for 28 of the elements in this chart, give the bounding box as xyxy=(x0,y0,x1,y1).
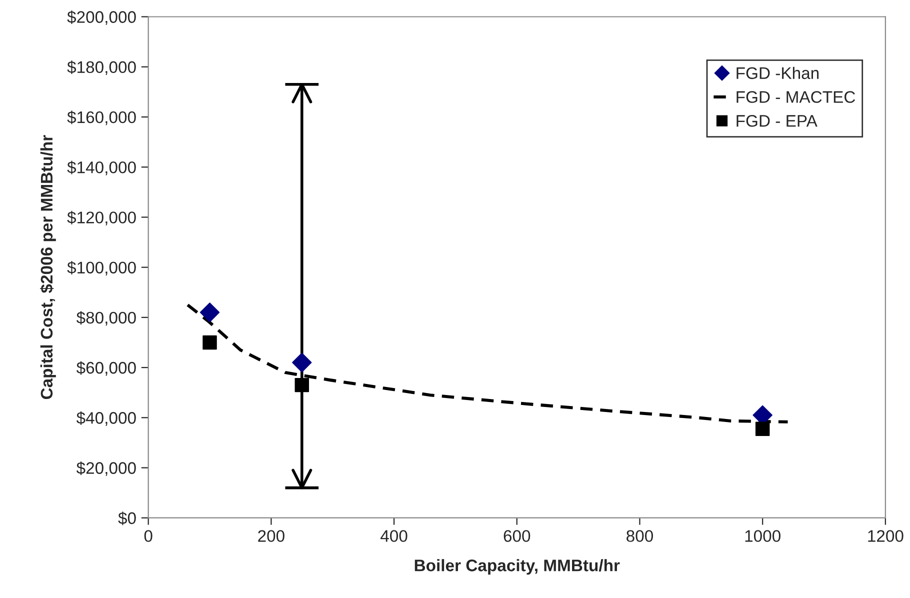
y-tick-label: $200,000 xyxy=(67,10,136,25)
point xyxy=(292,352,312,372)
y-tick-label: $100,000 xyxy=(67,261,136,276)
point xyxy=(200,302,220,322)
y-tick-label: $20,000 xyxy=(76,461,136,476)
y-tick-label: $40,000 xyxy=(76,411,136,426)
x-tick-label: 600 xyxy=(504,530,530,542)
legend-label: FGD - MACTEC xyxy=(736,91,856,103)
y-tick-label: $60,000 xyxy=(76,361,136,376)
y-tick-label: $120,000 xyxy=(67,210,136,226)
x-axis-title: Boiler Capacity, MMBtu/hr xyxy=(414,559,620,575)
x-tick-label: 0 xyxy=(144,530,152,542)
legend-label: FGD - EPA xyxy=(736,115,818,127)
x-tick-label: 200 xyxy=(258,530,284,542)
y-axis-title: Capital Cost, $2006 per MMBtu/hr xyxy=(40,135,56,400)
point xyxy=(755,422,770,436)
y-tick-label: $180,000 xyxy=(67,60,136,76)
x-tick-label: 400 xyxy=(380,530,408,542)
y-tick-label: $160,000 xyxy=(67,110,136,126)
x-tick-label: 1200 xyxy=(868,530,904,542)
y-tick-label: $140,000 xyxy=(67,160,136,176)
point xyxy=(294,378,310,392)
y-tick-label: $0 xyxy=(118,512,136,526)
point xyxy=(202,335,217,350)
y-tick-label: $80,000 xyxy=(76,311,136,326)
x-tick-label: 1000 xyxy=(745,530,780,542)
x-tick-label: 800 xyxy=(626,530,653,542)
legend-label: FGD -Khan xyxy=(736,66,819,80)
